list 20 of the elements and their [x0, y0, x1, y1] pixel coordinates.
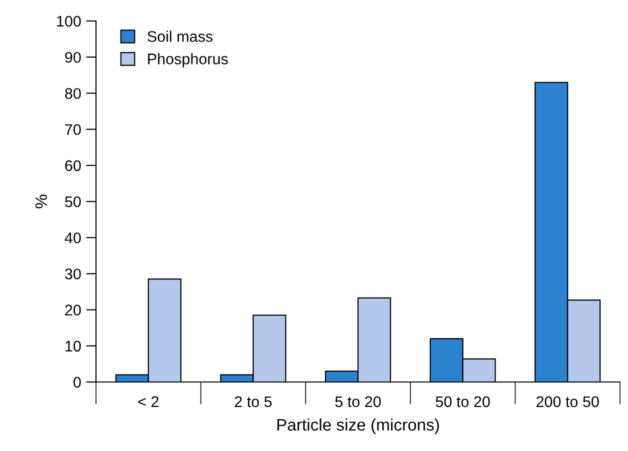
y-tick-label: 40	[64, 232, 81, 244]
y-axis-title: %	[35, 194, 48, 208]
y-tick-label: 10	[66, 340, 81, 352]
legend-label: Phosphorus	[148, 53, 228, 68]
y-tick-label: 60	[65, 160, 81, 172]
y-tick-label: 30	[65, 268, 81, 280]
y-tick-label: 70	[65, 124, 81, 135]
y-tick-label: 90	[65, 52, 81, 63]
x-tick-label: 5 to 20	[335, 396, 381, 408]
x-axis-title: Particle size (microns)	[277, 418, 439, 434]
x-tick-label: 50 to 20	[436, 396, 490, 408]
legend-label: Soil mass	[148, 30, 213, 42]
y-tick-label: 80	[65, 88, 81, 99]
x-tick-label: < 2	[138, 396, 158, 407]
y-tick-label: 50	[65, 196, 81, 208]
y-tick-label: 20	[65, 304, 81, 316]
y-tick-label: 100	[57, 16, 81, 27]
x-tick-label: 2 to 5	[234, 396, 272, 408]
y-tick-label: 0	[74, 376, 81, 388]
x-tick-label: 200 to 50	[536, 396, 599, 408]
